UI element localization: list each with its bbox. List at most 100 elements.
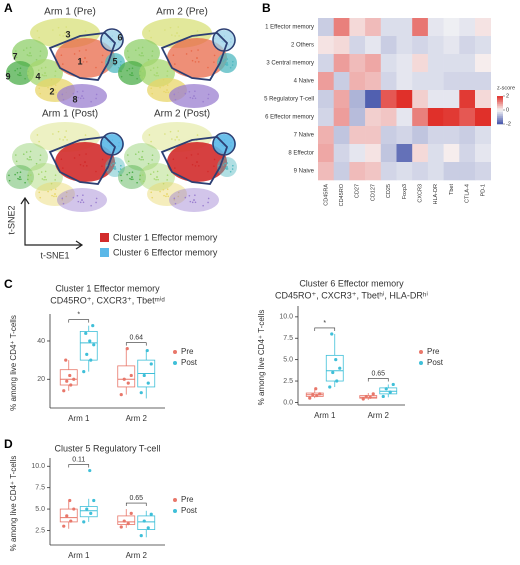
cell-dot bbox=[190, 50, 193, 52]
heatmap-cell bbox=[475, 162, 491, 181]
cell-dot bbox=[85, 61, 88, 63]
cell-dot bbox=[62, 167, 64, 169]
cell-dot bbox=[128, 171, 131, 174]
cell-dot bbox=[229, 66, 232, 69]
data-point bbox=[311, 393, 315, 397]
chart-title: Cluster 5 Regulatory T-cell bbox=[55, 443, 161, 453]
heatmap-cell bbox=[380, 90, 397, 109]
cell-dot bbox=[167, 195, 169, 198]
heatmap-cell bbox=[427, 144, 444, 163]
panel-title: Arm 1 (Post) bbox=[42, 109, 98, 120]
cell-dot bbox=[193, 95, 195, 97]
cell-dot bbox=[174, 63, 176, 65]
cell-dot bbox=[194, 194, 196, 197]
cell-dot bbox=[174, 139, 176, 141]
cell-dot bbox=[111, 35, 114, 37]
y-tick-label: 2.5 bbox=[35, 527, 45, 534]
cell-dot bbox=[189, 96, 192, 99]
heatmap-cell bbox=[412, 54, 429, 73]
cell-dot bbox=[36, 30, 39, 32]
heatmap-cell bbox=[380, 72, 397, 91]
cell-dot bbox=[24, 181, 26, 184]
cell-dot bbox=[171, 138, 173, 140]
data-point bbox=[338, 366, 342, 370]
colorbar-step bbox=[497, 114, 503, 117]
row-label: 4 Naive bbox=[294, 79, 315, 85]
panel-title: Arm 1 (Pre) bbox=[44, 7, 96, 18]
cell-dot bbox=[166, 84, 169, 87]
colorbar-step bbox=[497, 122, 503, 125]
heatmap-cell bbox=[318, 54, 334, 73]
legend-symbol bbox=[419, 361, 423, 365]
legend-symbol bbox=[173, 509, 177, 513]
panel-title: Arm 2 (Post) bbox=[154, 109, 210, 120]
data-point bbox=[330, 332, 334, 336]
panel-letter: A bbox=[4, 1, 13, 15]
heatmap-cell bbox=[443, 90, 460, 109]
significance-bracket bbox=[68, 464, 90, 468]
cell-dot bbox=[38, 87, 41, 90]
cell-dot bbox=[223, 139, 226, 141]
cell-dot bbox=[156, 170, 159, 173]
cell-dot bbox=[78, 154, 81, 156]
heatmap-cell bbox=[427, 108, 444, 127]
cell-dot bbox=[207, 170, 209, 173]
heatmap-cell bbox=[365, 36, 382, 55]
box bbox=[79, 331, 98, 361]
data-point bbox=[361, 397, 365, 401]
legend-symbol bbox=[173, 498, 177, 502]
colorbar-step bbox=[497, 110, 503, 113]
box bbox=[137, 515, 156, 530]
cell-dot bbox=[213, 61, 215, 63]
cell-dot bbox=[231, 64, 234, 66]
panel-letter: C bbox=[4, 277, 13, 291]
cell-dot bbox=[173, 197, 176, 200]
heatmap-cell bbox=[333, 90, 350, 109]
cluster-1-outline bbox=[48, 32, 117, 81]
cell-dot bbox=[229, 170, 232, 173]
data-point bbox=[139, 533, 143, 538]
data-point bbox=[68, 498, 72, 503]
cell-dot bbox=[62, 35, 64, 37]
cell-dot bbox=[85, 153, 87, 155]
heatmap-cell bbox=[365, 54, 382, 73]
cell-dot bbox=[176, 136, 178, 138]
cell-dot bbox=[172, 54, 175, 57]
column-label: HLA-DR bbox=[433, 184, 439, 205]
heatmap-cell bbox=[427, 36, 444, 55]
data-point bbox=[125, 347, 129, 351]
cell-dot bbox=[164, 29, 166, 31]
significance-bracket bbox=[367, 378, 389, 382]
cell-dot bbox=[77, 96, 80, 99]
cell-dot bbox=[226, 58, 229, 60]
heatmap-cell bbox=[349, 90, 366, 109]
x-tick-label: Arm 1 bbox=[68, 414, 90, 423]
cell-dot bbox=[114, 168, 117, 170]
cell-dot bbox=[226, 64, 229, 66]
cell-dot bbox=[114, 162, 117, 164]
cell-dot bbox=[167, 91, 169, 94]
cell-dot bbox=[90, 100, 92, 103]
y-axis-label: % among live CD4⁺ T-cells bbox=[257, 310, 266, 406]
cell-dot bbox=[110, 164, 113, 166]
cell-dot bbox=[110, 41, 113, 43]
cell-dot bbox=[39, 55, 41, 57]
column-label: CTLA-4 bbox=[465, 184, 471, 203]
cell-dot bbox=[95, 66, 97, 69]
cell-dot bbox=[225, 168, 228, 170]
cell-dot bbox=[82, 194, 84, 197]
cell-dot bbox=[107, 37, 109, 39]
legend-swatch bbox=[100, 248, 109, 257]
cell-dot bbox=[142, 76, 145, 79]
tsne-map bbox=[6, 122, 125, 212]
cell-dot bbox=[138, 54, 141, 56]
cell-dot bbox=[166, 179, 168, 181]
cell-dot bbox=[39, 196, 42, 199]
data-point bbox=[388, 390, 392, 394]
heatmap-cell bbox=[380, 36, 397, 55]
panel-title: Arm 2 (Pre) bbox=[156, 7, 208, 18]
cell-dot bbox=[57, 26, 60, 29]
cell-dot bbox=[142, 158, 144, 161]
cell-dot bbox=[118, 141, 120, 144]
cell-dot bbox=[174, 35, 176, 37]
